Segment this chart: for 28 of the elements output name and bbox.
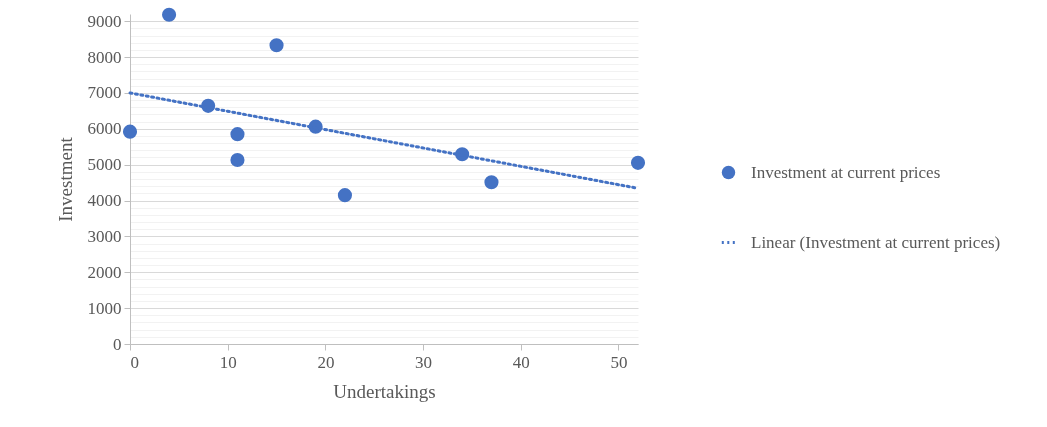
legend-label: Linear (Investment at current prices): [751, 232, 1001, 252]
x-axis-title: Undertakings: [333, 380, 436, 402]
y-tick-label: 5000: [87, 155, 122, 175]
y-axis-title: Investment: [54, 136, 76, 222]
point: [337, 188, 352, 203]
y-tick-label: 3000: [87, 226, 122, 246]
x-tick-label: 0: [130, 352, 139, 372]
y-tick-label: 9000: [87, 11, 122, 31]
point: [630, 155, 646, 170]
point: [230, 152, 245, 168]
y-tick-label: 1000: [87, 298, 122, 318]
x-tick-label: 40: [512, 352, 530, 372]
point: [230, 127, 245, 142]
y-tick-label: 0: [113, 334, 122, 354]
point: [122, 124, 138, 139]
x-tick-label: 20: [317, 352, 335, 372]
point: [162, 7, 177, 22]
y-tick-label: 4000: [87, 191, 122, 211]
y-tick-label: 7000: [87, 83, 122, 103]
x-tick-label: 30: [415, 352, 433, 372]
y-tick-label: 6000: [87, 119, 122, 139]
x-tick-label: 50: [610, 352, 628, 372]
point: [269, 38, 284, 53]
point: [484, 175, 499, 190]
y-tick-label: 2000: [87, 262, 122, 282]
x-tick-label: 10: [219, 352, 237, 372]
legend-label: Investment at current prices: [751, 162, 941, 182]
y-tick-label: 8000: [87, 47, 122, 67]
